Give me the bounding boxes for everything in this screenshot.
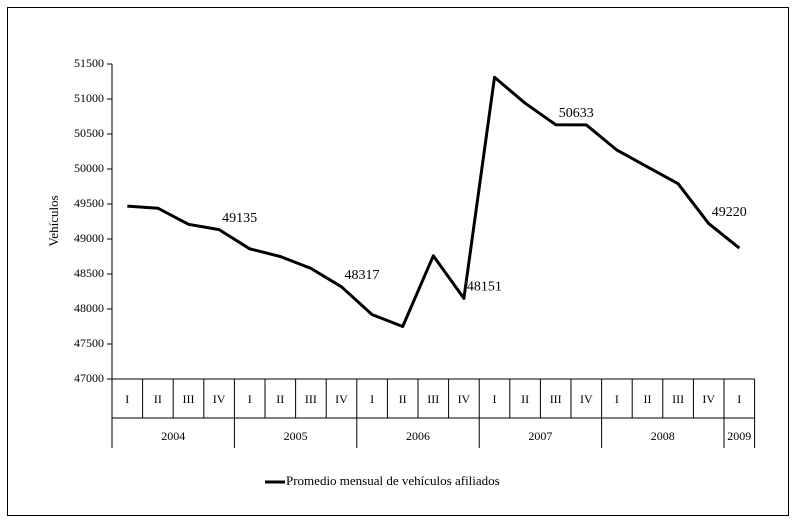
x-tick-label: II	[399, 392, 407, 406]
x-tick-label: IV	[335, 392, 348, 406]
x-tick-label: II	[154, 392, 162, 406]
y-tick-label: 48500	[74, 266, 104, 280]
group-label: 2006	[406, 429, 430, 443]
x-tick-label: IV	[580, 392, 593, 406]
y-tick-label: 51500	[74, 56, 104, 70]
x-tick-label: IV	[458, 392, 471, 406]
legend-label: Promedio mensual de vehículos afiliados	[286, 473, 500, 488]
y-tick-label: 48000	[74, 301, 104, 315]
group-label: 2009	[727, 429, 751, 443]
data-label: 50633	[559, 106, 594, 121]
data-label: 48317	[345, 268, 380, 283]
group-label: 2005	[284, 429, 308, 443]
x-tick-label: II	[276, 392, 284, 406]
x-tick-label: III	[427, 392, 439, 406]
frame	[7, 7, 789, 516]
x-tick-label: II	[644, 392, 652, 406]
group-label: 2007	[528, 429, 552, 443]
x-tick-label: II	[521, 392, 529, 406]
x-tick-label: IV	[702, 392, 715, 406]
data-label: 49135	[222, 211, 257, 226]
y-tick-label: 50000	[74, 161, 104, 175]
x-tick-label: I	[493, 392, 497, 406]
y-tick-label: 49500	[74, 196, 104, 210]
x-tick-label: III	[672, 392, 684, 406]
group-label: 2004	[161, 429, 185, 443]
x-tick-label: III	[183, 392, 195, 406]
data-label: 48151	[467, 280, 502, 295]
y-tick-label: 47500	[74, 336, 104, 350]
x-tick-label: I	[615, 392, 619, 406]
y-axis-label: Vehículos	[46, 195, 61, 246]
y-tick-label: 51000	[74, 91, 104, 105]
x-tick-label: IV	[213, 392, 226, 406]
data-label: 49220	[712, 205, 747, 220]
x-tick-label: III	[305, 392, 317, 406]
x-tick-label: I	[737, 392, 741, 406]
group-label: 2008	[651, 429, 675, 443]
x-tick-label: I	[370, 392, 374, 406]
y-tick-label: 50500	[74, 126, 104, 140]
y-tick-label: 49000	[74, 231, 104, 245]
line	[127, 75, 741, 328]
x-tick-label: I	[248, 392, 252, 406]
y-tick-label: 47000	[74, 371, 104, 385]
x-tick-label: I	[125, 392, 129, 406]
x-tick-label: III	[550, 392, 562, 406]
